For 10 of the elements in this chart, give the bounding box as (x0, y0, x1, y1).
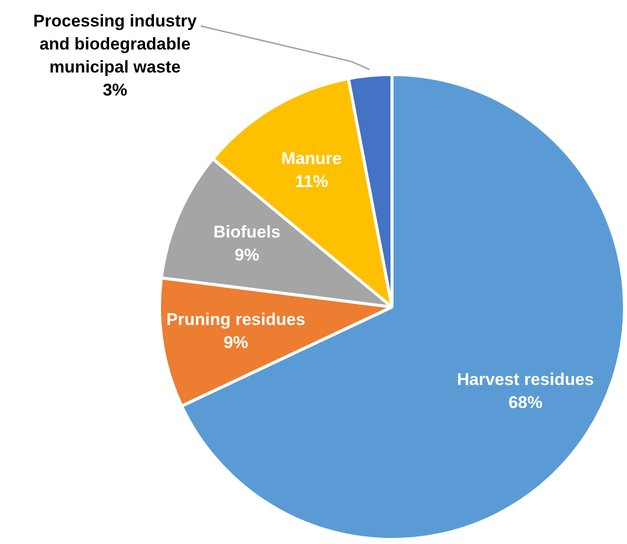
slice-label: Pruning residues (166, 310, 306, 329)
slice-label: Biofuels (213, 222, 280, 242)
slice-label: Harvest residues (456, 370, 594, 389)
data-label: 9% (224, 332, 248, 352)
data-label: 68% (508, 392, 543, 412)
data-label: 9% (234, 245, 260, 264)
data-label: 3% (102, 80, 128, 100)
data-label: 11% (294, 172, 328, 192)
slice-label: Processing industry and biodegradable municipal waste (33, 12, 198, 77)
slice-label: Manure (281, 149, 342, 168)
